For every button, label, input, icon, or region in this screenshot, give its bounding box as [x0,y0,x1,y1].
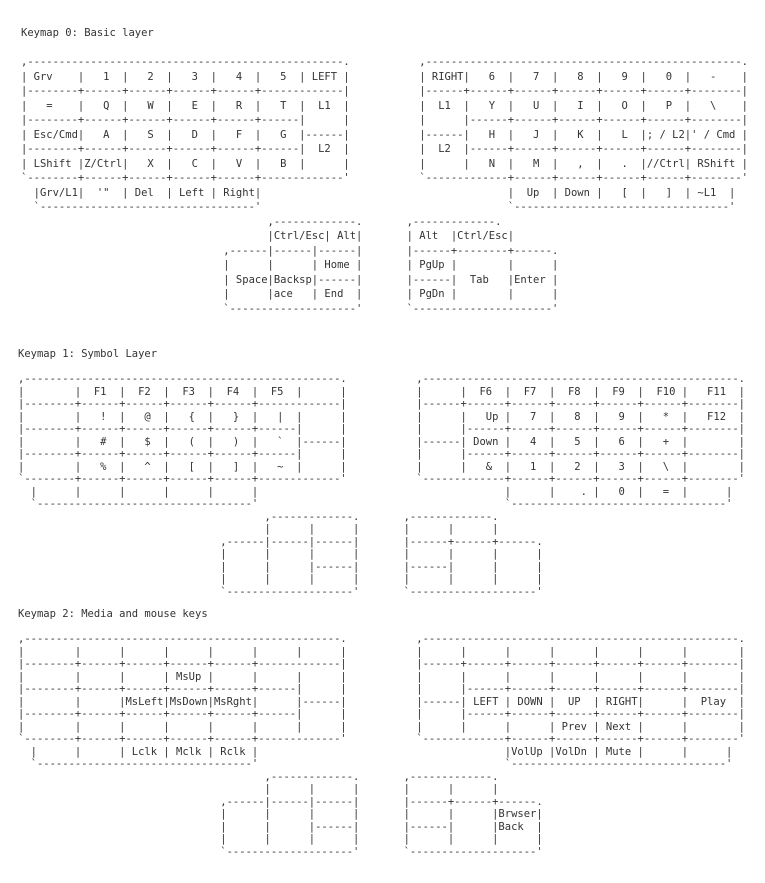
keymap-diagram-line: | | | | | | [18,783,499,795]
keymap-diagram-line: `----------------------------------' `--… [18,498,733,510]
keymap-diagram-line: | | | | | | | | [18,548,543,560]
keymap-diagram-line: |--------+------+------+------+------+--… [21,85,748,97]
keymap-diagram-line [18,361,745,374]
keymap-diagram-line: | | |------| |------| | | [18,560,543,573]
keymap-diagram-line: `--------+------+------+------+------+--… [18,473,745,485]
keymap-diagram-line: |--------+------+------+------+------+--… [18,448,745,460]
keymap-diagram-line: | | ! | @ | { | } | | | | | | Up | 7 | 8… [18,410,745,423]
keymap-diagram-line: | Esc/Cmd| A | S | D | F | G |------| |-… [21,128,748,141]
keymap-diagram-line: ,------|------|------| |------+--------+… [21,244,559,257]
keymap-diagram-line: `--------+------+------+------+------+--… [21,172,748,184]
keymap-diagram-line: ,-------------. ,-------------. [18,510,499,523]
keymap-diagram-line: `--------------------' `----------------… [18,585,543,598]
keymap-diagram-line: | Grv | 1 | 2 | 3 | 4 | 5 | LEFT | | RIG… [21,70,748,83]
keymap-diagram-line [21,41,748,56]
keymap-diagram-line: ,---------------------------------------… [21,56,748,68]
keymap-2-section: Keymap 2: Media and mouse keys ,---------… [18,608,745,858]
keymap-diagram-line: |Ctrl/Esc| Alt| | Alt |Ctrl/Esc| [21,230,515,242]
keymap-title: Keymap 1: Symbol Layer [18,348,158,360]
keymap-diagram-line: `----------------------------------' `--… [18,758,733,770]
keymap-diagram-line: `--------+------+------+------+------+--… [18,733,745,745]
keymap-diagram-line: | | # | $ | ( | ) | ` |------| |------| … [18,435,745,448]
keymap-title: Keymap 0: Basic layer [21,27,154,39]
keymap-diagram-line: | = | Q | W | E | R | T | L1 | | L1 | Y … [21,99,748,112]
keymap-diagram-line: | | | | | | | | [18,833,543,845]
keymap-diagram-line: | | |------| |------| |Back | [18,820,543,833]
keymap-1-section: Keymap 1: Symbol Layer ,-----------------… [18,348,745,598]
keymap-diagram-line: | | | | MsUp | | | | | | | | | | | | [18,670,745,683]
keymap-diagram-line: |Grv/L1| '" | Del | Left | Right| | Up |… [21,186,736,199]
keymap-diagram-line: | Space|Backsp|------| |------| Tab |Ent… [21,273,559,286]
keymap-diagram-line: `--------------------' `----------------… [18,845,543,858]
keymap-diagram-line: | | | | | | |Brwser| [18,808,543,820]
keymap-title: Keymap 2: Media and mouse keys [18,608,208,620]
keymap-diagram-line: |--------+------+------+------+------+--… [18,708,745,720]
keymap-diagram-line: | | |MsLeft|MsDown|MsRght| |------| |---… [18,695,745,708]
keymap-diagram-line: | | % | ^ | [ | ] | ~ | | | | & | 1 | 2 … [18,460,745,473]
keymap-0-section: Keymap 0: Basic layer ,------------------… [21,26,748,316]
keymap-diagram-line: |--------+------+------+------+------+--… [21,143,748,155]
keymap-diagram-line: ,-------------. ,-------------. [21,215,502,228]
keymap-diagram-line: |--------+------+------+------+------+--… [18,398,745,410]
keymap-diagram-line: ,------|------|------| |------+------+--… [18,535,543,548]
keymap-diagram-line: `--------------------' `----------------… [21,302,559,315]
keymap-diagram-line: | | | | | | | | | | | | Prev | Next | | … [18,720,745,733]
keymap-diagram-line: |--------+------+------+------+------+--… [21,114,748,126]
keymap-diagram-line: | | | | | | | | [18,573,543,585]
keymap-diagram-line: | | F1 | F2 | F3 | F4 | F5 | | | | F6 | … [18,385,745,398]
keymap-diagram-line: |--------+------+------+------+------+--… [18,423,745,435]
keymap-diagram-line: | | | Home | | PgUp | | | [21,259,559,271]
keymap-diagram-line: | | | Lclk | Mclk | Rclk | |VolUp |VolDn… [18,745,733,758]
keymap-diagram-line: | | | | | | | | | | | | | | | | [18,645,745,658]
keymap-diagram-line [18,621,745,634]
keymap-diagram-line: | | | | | | | | . | 0 | = | | [18,485,733,498]
keymap-diagram-line: ,------|------|------| |------+------+--… [18,795,543,808]
keymap-diagram-line: |--------+------+------+------+------+--… [18,658,745,670]
keymap-diagram-line: |--------+------+------+------+------+--… [18,683,745,695]
keymap-diagram-line: ,---------------------------------------… [18,633,745,645]
keymap-diagram-line: | |ace | End | | PgDn | | | [21,288,559,300]
keymap-diagram-line: | | | | | | [18,523,499,535]
keymap-diagram-line: ,-------------. ,-------------. [18,770,499,783]
keymap-diagram-line: ,---------------------------------------… [18,373,745,385]
keymap-diagram-line: `----------------------------------' `--… [21,201,736,213]
keymap-diagram-line: | LShift |Z/Ctrl| X | C | V | B | | | | … [21,157,748,170]
